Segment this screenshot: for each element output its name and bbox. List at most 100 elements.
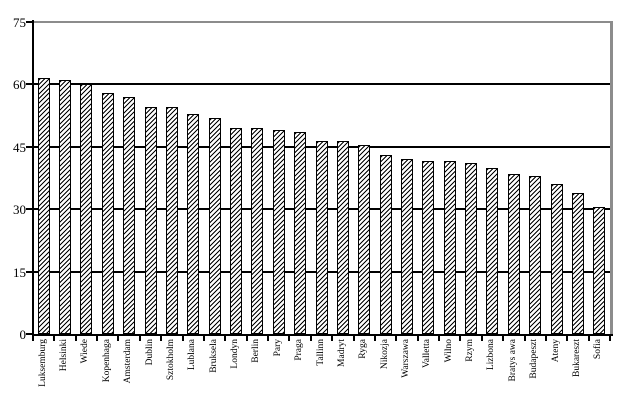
bar (37, 78, 50, 334)
x-axis-label: Luksemburg (37, 339, 48, 387)
x-axis-tick (373, 336, 376, 341)
bar (251, 128, 264, 334)
x-axis-tick (459, 336, 462, 341)
x-axis-tick (224, 336, 227, 341)
x-axis-tick (566, 336, 569, 341)
x-axis-label: Wiede (80, 339, 91, 364)
x-axis-label: Praga (294, 339, 305, 361)
bar (208, 117, 221, 334)
bar (80, 84, 93, 334)
bar (59, 80, 72, 334)
bar (272, 130, 285, 334)
bar (422, 161, 435, 334)
x-axis-label: Sofia (593, 339, 604, 360)
x-axis-label: Ryga (358, 339, 369, 359)
bar (443, 161, 456, 334)
x-axis-tick (181, 336, 184, 341)
x-axis-label: Bukareszt (571, 339, 582, 377)
x-axis (32, 334, 613, 336)
x-axis-tick (309, 336, 312, 341)
bar (123, 96, 136, 334)
y-axis (32, 20, 34, 336)
y-axis-tick-label: 30 (13, 202, 26, 218)
x-axis-tick (288, 336, 291, 341)
y-axis-tick-label: 60 (13, 77, 26, 93)
x-axis-label: Ateny (550, 339, 561, 363)
x-axis-label: Lizbona (486, 339, 497, 371)
x-axis-tick (160, 336, 163, 341)
x-axis-label: Londyn (230, 339, 241, 369)
bar (101, 92, 114, 334)
plot-right-border (610, 21, 613, 336)
plot-top-border (33, 21, 613, 23)
bar (400, 159, 413, 334)
x-axis-tick (438, 336, 441, 341)
bar (465, 163, 478, 334)
x-axis-label: Dublin (144, 339, 155, 366)
bar (593, 207, 606, 334)
y-axis-tick-label: 0 (19, 327, 27, 342)
bar (571, 192, 584, 334)
bar (358, 144, 371, 334)
x-axis-tick (74, 336, 77, 341)
x-axis-tick (53, 336, 56, 341)
x-axis-label: Berlin (251, 339, 262, 363)
y-axis-tick-label: 75 (13, 15, 26, 30)
x-axis-tick (245, 336, 248, 341)
bar (486, 167, 499, 334)
x-axis-tick (395, 336, 398, 341)
x-axis-label: Bratys awa (507, 339, 518, 382)
x-axis-tick (502, 336, 505, 341)
bar (550, 184, 563, 334)
x-axis-label: Kopenhaga (101, 339, 112, 383)
x-axis-label: Wilno (443, 339, 454, 363)
bar (187, 113, 200, 334)
x-axis-label: Bruksela (208, 339, 219, 373)
x-axis-label: Rzym (465, 339, 476, 362)
bar (165, 107, 178, 334)
x-axis-tick (202, 336, 205, 341)
bar (294, 132, 307, 334)
bar (144, 107, 157, 334)
y-axis-tick-label: 45 (13, 139, 26, 155)
y-axis-tick (26, 333, 32, 335)
x-axis-tick (480, 336, 483, 341)
x-axis-label: Lublana (187, 339, 198, 371)
y-axis-tick (26, 208, 32, 211)
bar (507, 173, 520, 334)
x-axis-label: Helsinki (59, 339, 70, 372)
x-axis-tick (138, 336, 141, 341)
gridline (33, 83, 610, 86)
x-axis-tick (267, 336, 270, 341)
x-axis-label: Nikozja (379, 339, 390, 370)
y-axis-tick-label: 15 (13, 264, 26, 280)
x-axis-label: Amsterdam (123, 339, 134, 384)
x-axis-tick (352, 336, 355, 341)
x-axis-tick (523, 336, 526, 341)
y-axis-tick (26, 21, 32, 23)
x-axis-tick (416, 336, 419, 341)
y-axis-tick (26, 270, 32, 273)
x-axis-label: Sztokholm (165, 339, 176, 381)
x-axis-tick (96, 336, 99, 341)
x-axis-label: Madryt (336, 339, 347, 367)
bar (315, 140, 328, 334)
bar (379, 155, 392, 334)
y-axis-tick (26, 83, 32, 86)
x-axis-tick (32, 336, 34, 341)
x-axis-label: Pary (272, 339, 283, 357)
bar (529, 175, 542, 334)
x-axis-tick (544, 336, 547, 341)
bar (230, 128, 243, 334)
bar (336, 140, 349, 334)
x-axis-label: Valletta (422, 339, 433, 369)
x-axis-label: Budapeszt (529, 339, 540, 379)
x-axis-tick (331, 336, 334, 341)
x-axis-tick (609, 336, 611, 341)
x-axis-tick (587, 336, 590, 341)
y-axis-tick (26, 145, 32, 148)
x-axis-tick (117, 336, 120, 341)
x-axis-label: Warszawa (400, 339, 411, 378)
x-axis-label: Tallinn (315, 339, 326, 366)
